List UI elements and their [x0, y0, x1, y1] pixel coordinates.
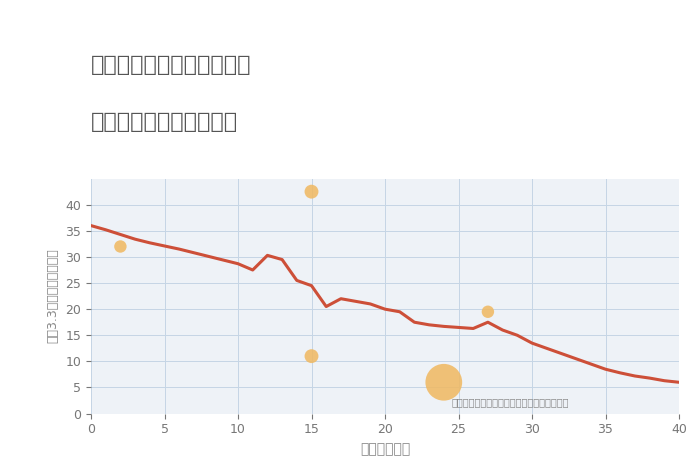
X-axis label: 築年数（年）: 築年数（年） — [360, 442, 410, 456]
Point — [115, 243, 126, 250]
Point — [438, 378, 449, 386]
Y-axis label: 坪（3.3㎡）単価（万円）: 坪（3.3㎡）単価（万円） — [47, 249, 60, 344]
Text: 円の大きさは、取引のあった物件面積を示す: 円の大きさは、取引のあった物件面積を示す — [452, 397, 568, 407]
Text: 築年数別中古戸建て価格: 築年数別中古戸建て価格 — [91, 111, 238, 132]
Point — [482, 308, 493, 315]
Text: 三重県四日市市下海老町の: 三重県四日市市下海老町の — [91, 55, 251, 75]
Point — [306, 352, 317, 360]
Point — [306, 188, 317, 196]
